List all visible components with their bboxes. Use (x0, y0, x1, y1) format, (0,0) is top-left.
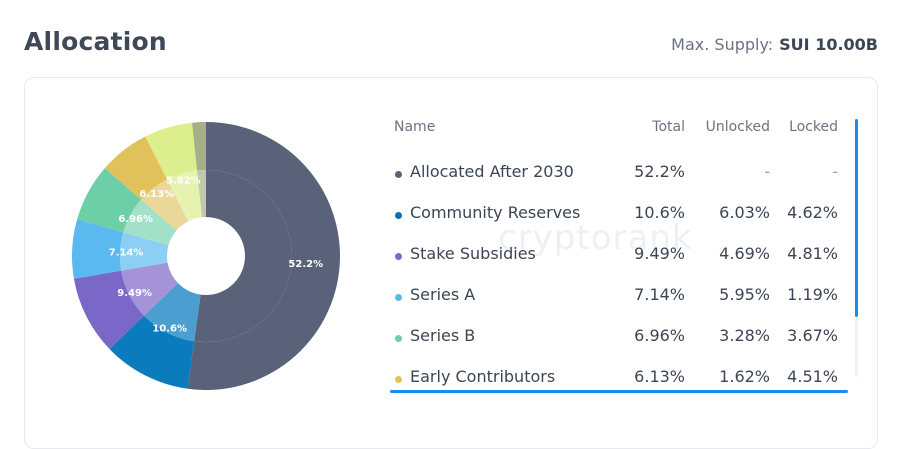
legend-dot-icon (395, 335, 402, 342)
pie-slice-inner[interactable] (123, 199, 177, 246)
pie-slice-inner[interactable] (197, 170, 206, 218)
max-supply: Max. Supply: SUI 10.00B (671, 35, 878, 54)
legend-dot-icon (395, 294, 402, 301)
slice-label: 5.82% (166, 175, 201, 186)
slice-label: 6.13% (139, 189, 174, 200)
pie-slice-inner[interactable] (141, 179, 189, 231)
row-locked: - (832, 162, 838, 181)
horizontal-scrollbar-thumb[interactable] (390, 390, 848, 393)
pie-slice-outer[interactable] (72, 219, 124, 279)
pie-slice-inner[interactable] (120, 232, 169, 271)
max-supply-value: SUI 10.00B (779, 35, 878, 54)
pie-slice-outer[interactable] (73, 270, 145, 349)
pie-slice-outer[interactable] (187, 122, 340, 390)
vertical-scrollbar-thumb[interactable] (855, 119, 858, 317)
legend-dot-icon (395, 376, 402, 383)
page-title: Allocation (24, 27, 167, 56)
table-body: Allocated After 2030 52.2% - - Community Res… (370, 151, 840, 397)
row-name: Community Reserves (410, 203, 581, 222)
allocation-table: Name Total Unlocked Locked Allocated Aft… (370, 105, 840, 397)
pie-slice-outer[interactable] (104, 136, 168, 200)
pie-slice-outer[interactable] (192, 122, 206, 171)
table-row[interactable]: Series B 6.96% 3.28% 3.67% (370, 315, 840, 356)
column-locked-header[interactable]: Locked (789, 119, 838, 135)
allocation-donut-chart: 52.2% 10.6% 9.49% 7.14% 6.96% 6.13% 5.82% (72, 122, 340, 390)
row-total: 9.49% (634, 244, 685, 263)
column-name-header[interactable]: Name (394, 119, 436, 135)
column-total-header[interactable]: Total (652, 119, 685, 135)
max-supply-label: Max. Supply: (671, 35, 774, 54)
row-name: Early Contributors (410, 367, 556, 386)
vertical-scrollbar-track (855, 317, 858, 377)
legend-dot-icon (395, 171, 402, 178)
row-name: Series B (410, 326, 476, 345)
pie-slice-inner[interactable] (144, 283, 201, 342)
row-unlocked: 6.03% (719, 203, 770, 222)
row-locked: 3.67% (787, 326, 838, 345)
row-unlocked: 1.62% (719, 367, 770, 386)
pie-slice-inner[interactable] (121, 262, 178, 316)
slice-label: 10.6% (152, 323, 187, 334)
slice-label: 9.49% (117, 288, 152, 299)
row-locked: 4.51% (787, 367, 838, 386)
table-row[interactable]: Stake Subsidies 9.49% 4.69% 4.81% (370, 233, 840, 274)
row-unlocked: 5.95% (719, 285, 770, 304)
slice-label: 7.14% (109, 248, 144, 259)
pie-slice-inner[interactable] (167, 170, 202, 222)
row-unlocked: 3.28% (719, 326, 770, 345)
row-total: 6.96% (634, 326, 685, 345)
legend-dot-icon (395, 212, 402, 219)
legend-dot-icon (395, 253, 402, 260)
pie-slice-inner[interactable] (194, 170, 292, 342)
pie-slice-outer[interactable] (145, 122, 198, 180)
table-row[interactable]: Series A 7.14% 5.95% 1.19% (370, 274, 840, 315)
pie-slice-outer[interactable] (109, 315, 195, 389)
row-total: 52.2% (634, 162, 685, 181)
slice-label: 6.96% (118, 214, 153, 225)
row-unlocked: - (764, 162, 770, 181)
row-total: 7.14% (634, 285, 685, 304)
pie-slice-outer[interactable] (77, 168, 142, 233)
row-name: Stake Subsidies (410, 244, 536, 263)
row-unlocked: 4.69% (719, 244, 770, 263)
slice-label: 52.2% (288, 259, 323, 270)
row-total: 10.6% (634, 203, 685, 222)
row-locked: 1.19% (787, 285, 838, 304)
row-name: Allocated After 2030 (410, 162, 574, 181)
row-locked: 4.81% (787, 244, 838, 263)
table-row[interactable]: Allocated After 2030 52.2% - - (370, 151, 840, 192)
row-name: Series A (410, 285, 476, 304)
row-locked: 4.62% (787, 203, 838, 222)
table-header: Name Total Unlocked Locked (370, 105, 840, 151)
table-row[interactable]: Community Reserves 10.6% 6.03% 4.62% (370, 192, 840, 233)
column-unlocked-header[interactable]: Unlocked (705, 119, 770, 135)
table-row[interactable]: Early Contributors 6.13% 1.62% 4.51% (370, 356, 840, 397)
row-total: 6.13% (634, 367, 685, 386)
